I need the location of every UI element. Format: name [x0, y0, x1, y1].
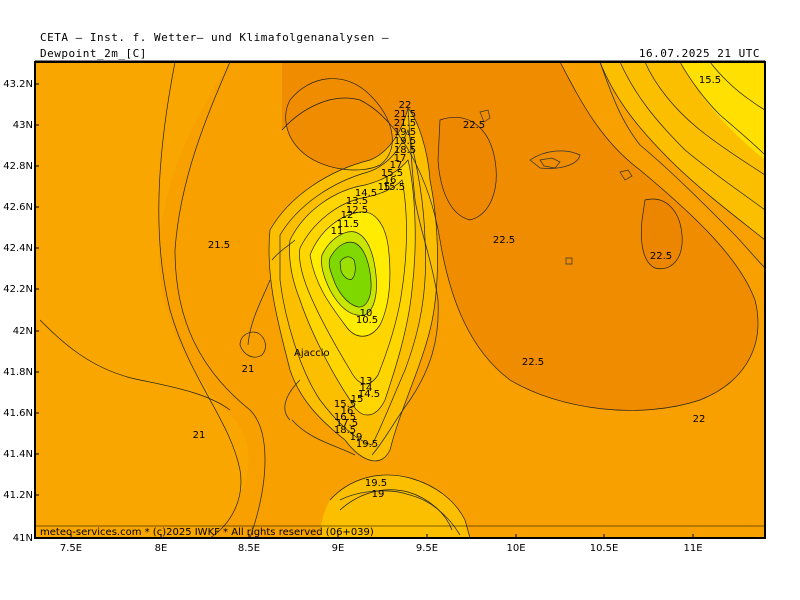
x-tick-label: 9E [332, 543, 345, 554]
band-east-23 [641, 199, 683, 269]
y-tick-label: 42.6N [3, 202, 33, 213]
contour-label: 15.5 [383, 182, 405, 193]
y-tick-label: 43.2N [3, 79, 33, 90]
contour-label: 19.5 [394, 127, 416, 138]
band-corsica-peak [340, 256, 356, 280]
y-tick-label: 41.6N [3, 408, 33, 419]
contour-label: 21 [193, 430, 206, 441]
y-tick-label: 42N [13, 326, 33, 337]
y-tick-label: 41.2N [3, 490, 33, 501]
contour-label: 22.5 [650, 251, 672, 262]
x-tick-label: 10.5E [590, 543, 619, 554]
contour-label: 22 [693, 414, 706, 425]
contour-label: 22.5 [493, 235, 515, 246]
contour-label: 19.5 [394, 136, 416, 147]
contour-label: 15 [351, 394, 364, 405]
contour-label: 21.5 [394, 109, 416, 120]
contour-label: 17.5 [336, 418, 358, 429]
contour-label: 19.5 [356, 439, 378, 450]
contour-lines [39, 62, 765, 538]
field-name: Dewpoint_2m_[C] [40, 47, 147, 60]
y-tick-label: 42.8N [3, 161, 33, 172]
small-islands [479, 109, 633, 265]
contour-label: 10.5 [356, 315, 378, 326]
contour-label: 22.5 [463, 120, 485, 131]
corsica-east-coast [371, 107, 439, 456]
contour-label: 21.5 [208, 240, 230, 251]
contour-labels: 22 21.5 21.5 19.5 19.5 18.5 17 17 15.5 1… [193, 75, 722, 500]
contour-label: 14.5 [355, 188, 377, 199]
institute-header: CETA – Inst. f. Wetter– und Klimafolgena… [40, 31, 390, 44]
x-tick-label: 7.5E [60, 543, 82, 554]
contour-label: 12.5 [346, 205, 368, 216]
elba-coast [529, 150, 581, 169]
contour-label: 19 [350, 432, 363, 443]
y-tick-label: 41.8N [3, 367, 33, 378]
contour-label: 15 [378, 182, 391, 193]
contour-label: 16 [341, 406, 354, 417]
y-tick-label: 41N [13, 533, 33, 544]
contour-label: 18.5 [334, 425, 356, 436]
contour-label: 12 [341, 210, 354, 221]
contour-label: 14 [360, 383, 373, 394]
contour-label: 17 [390, 160, 403, 171]
x-tick-label: 11E [683, 543, 702, 554]
contour-label: 11.5 [337, 219, 359, 230]
footer-credit: meteo-services.com * (c)2025 IWKF * All … [40, 527, 374, 538]
y-tick-label: 41.4N [3, 449, 33, 460]
contour-label: 15.5 [699, 75, 721, 86]
contour-label: 22.5 [522, 357, 544, 368]
x-tick-label: 9.5E [416, 543, 438, 554]
place-label-ajaccio: Ajaccio [294, 348, 330, 359]
sardinia-coast [339, 490, 461, 536]
contour-label: 19 [372, 489, 385, 500]
y-axis: 43.2N 43N 42.8N 42.6N 42.4N 42.2N 42N 41… [3, 79, 39, 544]
contour-label: 13 [360, 376, 373, 387]
contour-label: 14.5 [358, 389, 380, 400]
y-tick-label: 42.4N [3, 243, 33, 254]
band-sardinia-19-5 [320, 474, 470, 538]
valid-time: 16.07.2025 21 UTC [638, 47, 760, 60]
contour-label: 11 [331, 226, 344, 237]
contour-label: 17 [394, 153, 407, 164]
map-field [35, 62, 765, 538]
map-frame [34, 61, 766, 539]
contour-label: 21 [242, 364, 255, 375]
contour-label: 16 [384, 175, 397, 186]
x-axis: 7.5E 8E 8.5E 9E 9.5E 10E 10.5E 11E [60, 534, 703, 554]
contour-label: 15.5 [334, 399, 356, 410]
band-west-21 [35, 62, 249, 538]
x-tick-label: 8E [155, 543, 168, 554]
contour-label: 21.5 [394, 118, 416, 129]
contour-label: 19.5 [365, 478, 387, 489]
y-tick-label: 43N [13, 120, 33, 131]
contour-label: 13.5 [346, 196, 368, 207]
x-tick-label: 8.5E [238, 543, 260, 554]
band-island-22-5 [438, 117, 497, 220]
contour-label: 10 [360, 308, 373, 319]
x-tick-label: 10E [506, 543, 525, 554]
contour-label: 22 [399, 100, 412, 111]
italy-coast [599, 62, 765, 269]
contour-label: 16.5 [334, 412, 356, 423]
band-east-22-5 [282, 62, 758, 411]
band-north-22-5 [285, 78, 393, 170]
contour-label: 18.5 [394, 145, 416, 156]
y-tick-label: 42.2N [3, 284, 33, 295]
contour-label: 15.5 [381, 168, 403, 179]
corsica-west-coast [247, 239, 356, 456]
